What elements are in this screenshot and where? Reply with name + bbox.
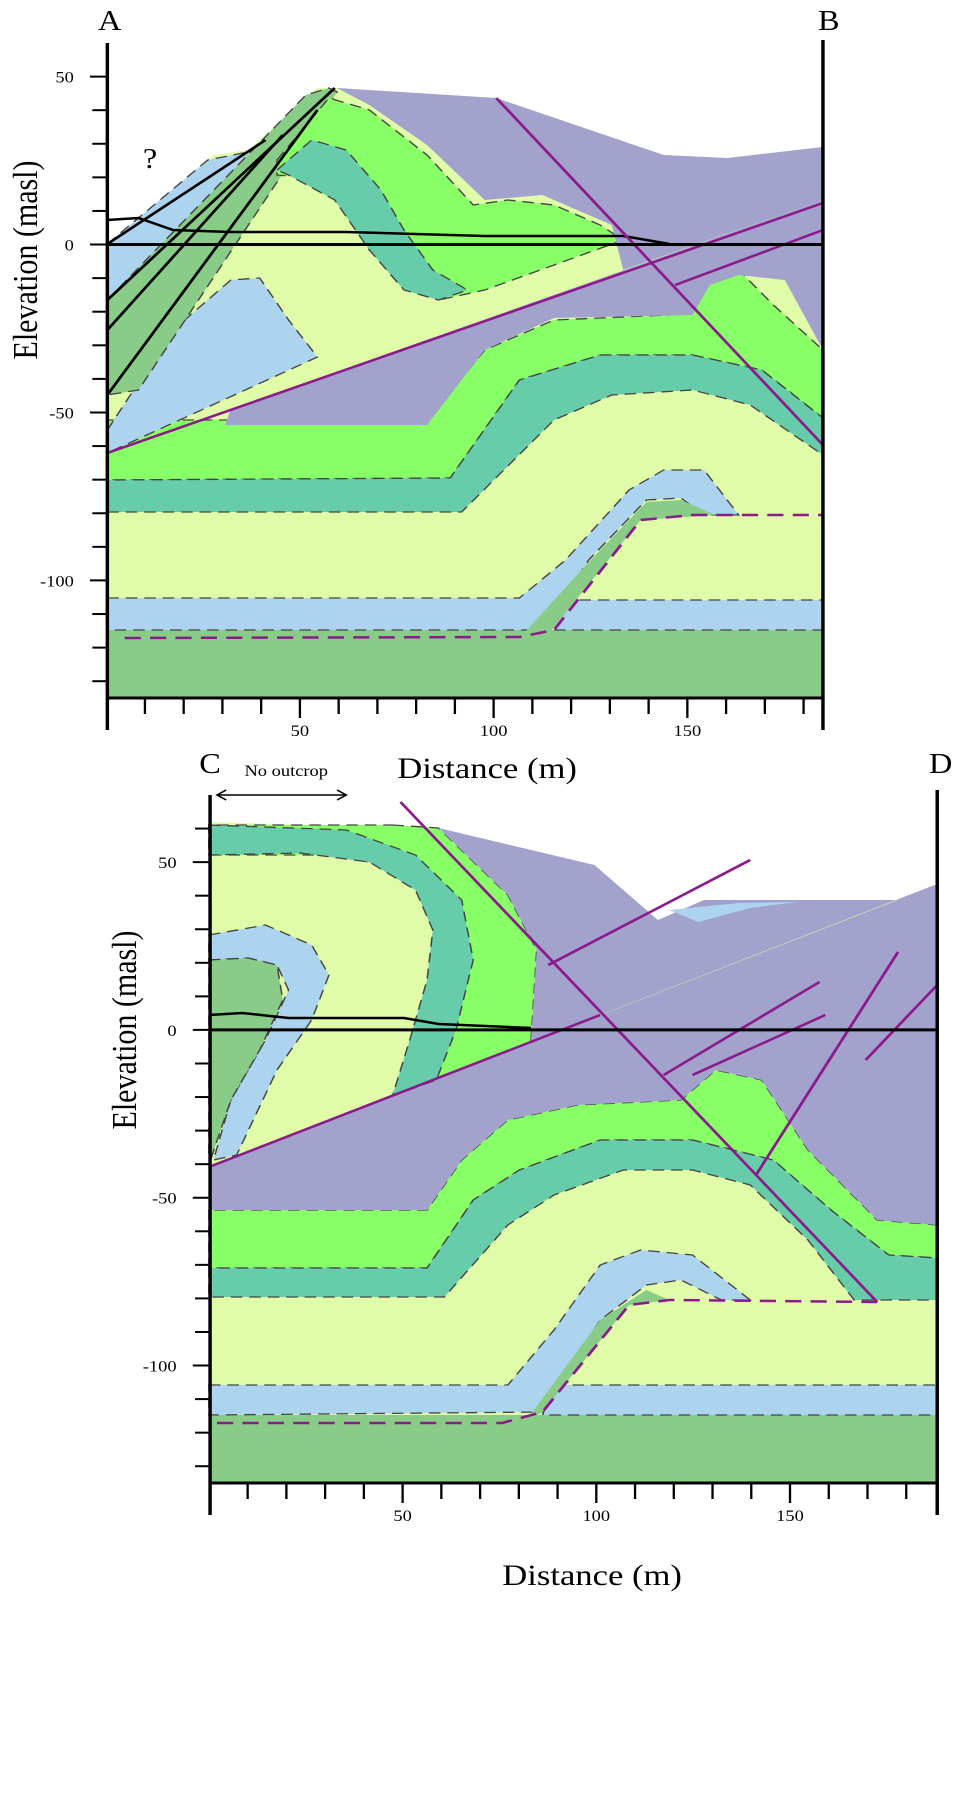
cross-section-1 [106,87,825,698]
fault [864,984,939,1061]
arrow-head [336,789,348,801]
unit [525,500,716,632]
x-axis-title: Distance (m) [502,1559,682,1592]
topography [208,1011,532,1030]
fault [495,97,825,446]
unit [541,1384,938,1416]
unit [337,88,823,270]
annotation: ? [143,143,157,174]
section-end-label: B [818,5,840,36]
unit [541,599,824,631]
fault [547,858,751,967]
unit [208,899,938,1225]
arrow-head [215,789,227,801]
unit [208,957,284,1159]
section-end-label: D [929,748,952,779]
y-tick-label: -50 [152,1190,177,1208]
y-tick-label: -50 [49,405,74,423]
unit [525,1290,670,1422]
contact [216,1298,878,1425]
fault [106,139,267,245]
y-tick-label: 0 [65,237,74,255]
x-tick-label: 150 [674,722,702,740]
y-axis-title: Elevation (masl) [106,931,144,1130]
unit [208,924,330,1161]
y-tick-label: 50 [158,854,176,872]
thrust [208,1013,601,1169]
fault [399,801,879,1303]
y-axis-title: Elevation (masl) [7,161,45,360]
y-tick-label: -100 [143,1358,177,1376]
x-tick-label: 100 [480,722,508,740]
annotation: No outcrop [244,762,328,780]
unit [106,277,319,455]
unit [107,630,823,698]
unit [438,828,938,1042]
y-tick-label: 0 [167,1022,176,1040]
axes: 50 100 150 50 0 -50 -100 A B Distance (m) Elevatio… [7,5,839,785]
unit [208,824,474,1098]
x-tick-label: 150 [776,1507,804,1525]
fault [674,228,824,287]
x-axis-title: Distance (m) [397,752,577,785]
section-start-label: A [98,5,122,36]
fault [106,87,336,301]
unit [669,902,797,922]
y-tick-label: 50 [55,69,73,87]
cross-section-2 [208,789,939,1483]
section-start-label: C [199,748,221,779]
axes: 50 100 150 50 0 -50 -100 C D Distance (m) Elevatio… [106,748,952,1592]
fault [106,109,319,396]
unit [275,139,470,301]
x-tick-label: 50 [393,1507,411,1525]
unit [208,1415,938,1483]
y-tick-label: -100 [40,573,74,591]
x-tick-label: 100 [582,1507,610,1525]
fault [754,951,900,1176]
fault [106,134,284,331]
fault [691,1013,826,1077]
x-tick-label: 50 [291,722,309,740]
